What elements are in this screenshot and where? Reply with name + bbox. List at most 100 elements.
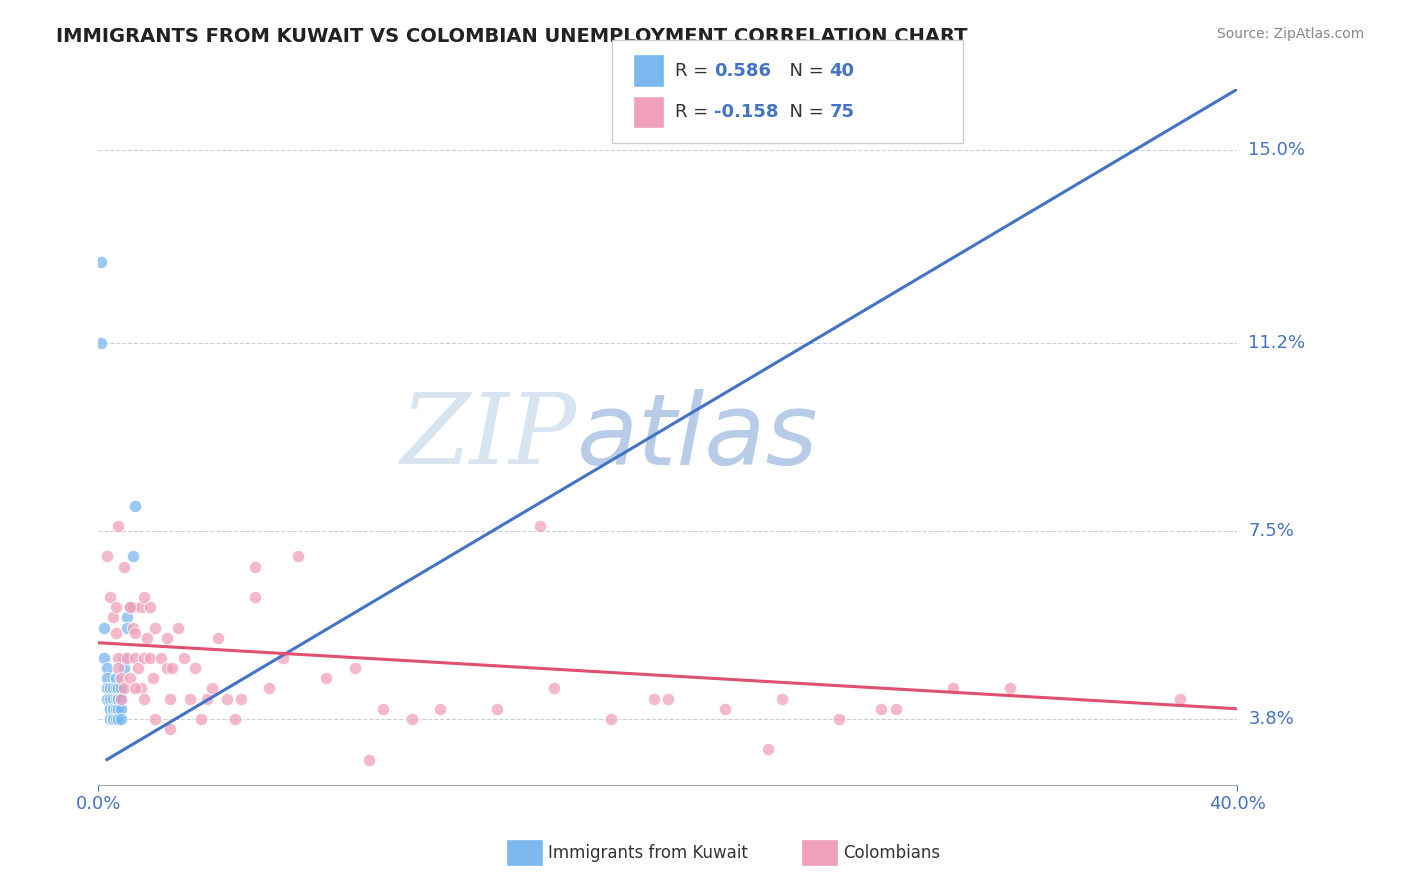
Point bbox=[273, 651, 295, 665]
Point bbox=[998, 681, 1021, 696]
Point bbox=[145, 712, 167, 726]
Point bbox=[942, 681, 965, 696]
Point bbox=[104, 600, 127, 615]
Point bbox=[101, 712, 124, 726]
Point bbox=[118, 600, 141, 615]
Point bbox=[96, 671, 118, 685]
Text: IMMIGRANTS FROM KUWAIT VS COLOMBIAN UNEMPLOYMENT CORRELATION CHART: IMMIGRANTS FROM KUWAIT VS COLOMBIAN UNEM… bbox=[56, 27, 967, 45]
Point bbox=[132, 691, 155, 706]
Point bbox=[104, 625, 127, 640]
Point bbox=[110, 712, 132, 726]
Point bbox=[1170, 691, 1192, 706]
Point bbox=[96, 549, 118, 564]
Point bbox=[141, 671, 163, 685]
Point bbox=[173, 651, 195, 665]
Point bbox=[162, 661, 184, 675]
Point bbox=[107, 519, 129, 533]
Point bbox=[101, 610, 124, 624]
Point bbox=[132, 590, 155, 604]
Text: -0.158: -0.158 bbox=[714, 103, 779, 121]
Point bbox=[229, 691, 252, 706]
Point bbox=[107, 681, 129, 696]
Point bbox=[156, 661, 179, 675]
Point bbox=[107, 691, 129, 706]
Point bbox=[207, 631, 229, 645]
Point bbox=[884, 702, 907, 716]
Point bbox=[190, 712, 212, 726]
Text: 0.586: 0.586 bbox=[714, 62, 772, 79]
Point bbox=[529, 519, 551, 533]
Point bbox=[401, 712, 423, 726]
Point bbox=[287, 549, 309, 564]
Point bbox=[159, 722, 181, 736]
Text: Source: ZipAtlas.com: Source: ZipAtlas.com bbox=[1216, 27, 1364, 41]
Point bbox=[195, 691, 218, 706]
Point bbox=[243, 590, 266, 604]
Point bbox=[110, 691, 132, 706]
Point bbox=[201, 681, 224, 696]
Point bbox=[101, 712, 124, 726]
Point bbox=[104, 671, 127, 685]
Text: 40: 40 bbox=[830, 62, 855, 79]
Text: 75: 75 bbox=[830, 103, 855, 121]
Point bbox=[96, 661, 118, 675]
Text: R =: R = bbox=[675, 62, 714, 79]
Point bbox=[373, 702, 395, 716]
Point bbox=[107, 702, 129, 716]
Point bbox=[124, 499, 146, 513]
Point bbox=[121, 549, 143, 564]
Point bbox=[714, 702, 737, 716]
Point bbox=[118, 600, 141, 615]
Point bbox=[96, 691, 118, 706]
Text: 3.8%: 3.8% bbox=[1249, 710, 1294, 728]
Point bbox=[756, 742, 779, 756]
Point bbox=[870, 702, 893, 716]
Point bbox=[124, 625, 146, 640]
Text: Immigrants from Kuwait: Immigrants from Kuwait bbox=[548, 844, 748, 862]
Point bbox=[96, 681, 118, 696]
Point bbox=[770, 691, 793, 706]
Point bbox=[121, 621, 143, 635]
Point bbox=[107, 691, 129, 706]
Point bbox=[112, 651, 135, 665]
Point bbox=[828, 712, 851, 726]
Point bbox=[132, 651, 155, 665]
Point bbox=[98, 712, 121, 726]
Point bbox=[259, 681, 281, 696]
Point bbox=[357, 753, 380, 767]
Text: N =: N = bbox=[778, 103, 830, 121]
Point bbox=[90, 336, 112, 351]
Point bbox=[98, 681, 121, 696]
Point bbox=[124, 681, 146, 696]
Point bbox=[243, 559, 266, 574]
Point bbox=[215, 691, 238, 706]
Point bbox=[98, 691, 121, 706]
Point bbox=[156, 631, 179, 645]
Point bbox=[104, 712, 127, 726]
Point bbox=[135, 631, 157, 645]
Point bbox=[112, 661, 135, 675]
Point bbox=[104, 691, 127, 706]
Point bbox=[167, 621, 190, 635]
Point bbox=[104, 681, 127, 696]
Point bbox=[101, 702, 124, 716]
Point bbox=[107, 712, 129, 726]
Point bbox=[543, 681, 565, 696]
Point bbox=[486, 702, 509, 716]
Point bbox=[643, 691, 665, 706]
Text: N =: N = bbox=[778, 62, 830, 79]
Point bbox=[343, 661, 366, 675]
Point bbox=[110, 671, 132, 685]
Point bbox=[110, 681, 132, 696]
Point bbox=[124, 651, 146, 665]
Point bbox=[107, 661, 129, 675]
Point bbox=[118, 671, 141, 685]
Point bbox=[104, 702, 127, 716]
Point bbox=[600, 712, 623, 726]
Text: Colombians: Colombians bbox=[844, 844, 941, 862]
Point bbox=[657, 691, 679, 706]
Text: 11.2%: 11.2% bbox=[1249, 334, 1306, 352]
Point bbox=[98, 590, 121, 604]
Point bbox=[179, 691, 201, 706]
Point bbox=[121, 600, 143, 615]
